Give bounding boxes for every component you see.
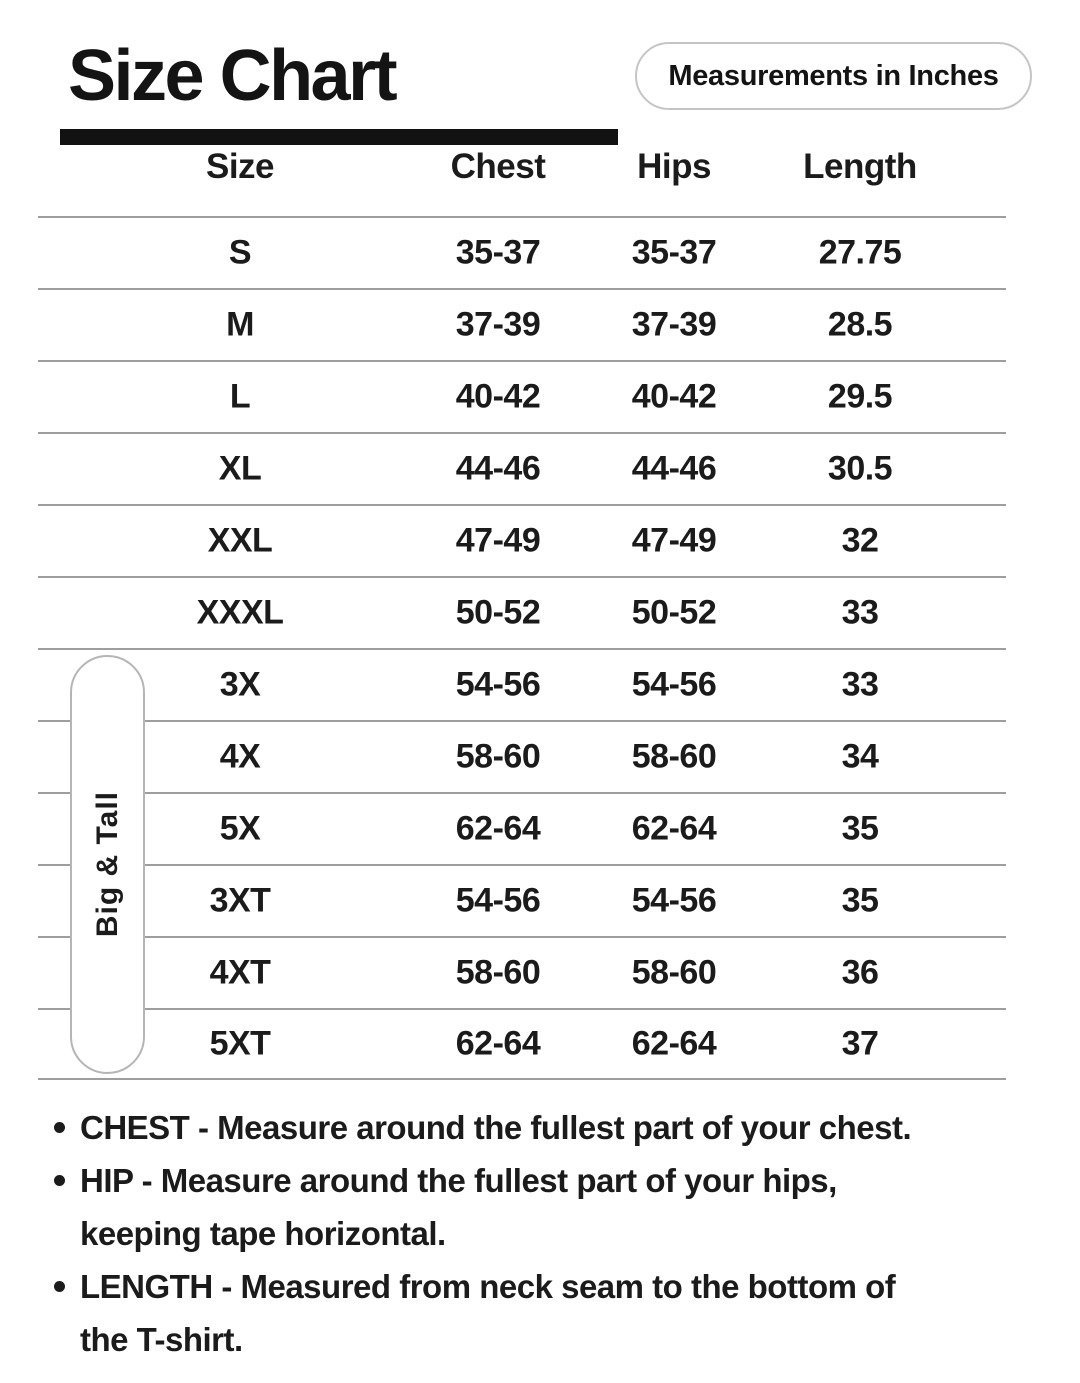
cell-size: S <box>228 233 252 272</box>
list-item: CHEST - Measure around the fullest part … <box>48 1101 1058 1154</box>
cell-hips: 50-52 <box>631 593 717 632</box>
note-hip-line-1: HIP - Measure around the fullest part of… <box>80 1162 837 1199</box>
cell-hips: 54-56 <box>631 665 717 704</box>
cell-hips: 62-64 <box>631 1024 717 1063</box>
note-length-line-2: the T-shirt. <box>80 1321 243 1358</box>
table-row: L 40-42 40-42 29.5 <box>38 360 1006 432</box>
cell-length: 36 <box>841 953 879 992</box>
cell-chest: 47-49 <box>455 521 541 560</box>
page-title: Size Chart <box>68 36 398 116</box>
table-row: M 37-39 37-39 28.5 <box>38 288 1006 360</box>
cell-length: 30.5 <box>827 449 893 488</box>
table-row: XXXL 50-52 50-52 33 <box>38 576 1006 648</box>
cell-size: XL <box>218 449 262 488</box>
measurements-unit-badge: Measurements in Inches <box>635 42 1032 110</box>
cell-hips: 62-64 <box>631 809 717 848</box>
big-and-tall-label: Big & Tall <box>90 791 124 938</box>
big-and-tall-group-capsule: Big & Tall <box>70 655 145 1074</box>
cell-chest: 44-46 <box>455 449 541 488</box>
note-length-line-1: LENGTH - Measured from neck seam to the … <box>80 1268 896 1305</box>
table-row: 5XT 62-64 62-64 37 <box>38 1008 1006 1080</box>
cell-size: 3X <box>219 665 261 704</box>
table-row: 3X 54-56 54-56 33 <box>38 648 1006 720</box>
cell-size: XXL <box>207 521 273 560</box>
cell-length: 29.5 <box>827 377 893 416</box>
cell-hips: 40-42 <box>631 377 717 416</box>
cell-chest: 50-52 <box>455 593 541 632</box>
cell-chest: 58-60 <box>455 953 541 992</box>
bullet-dot <box>54 1175 65 1186</box>
cell-length: 27.75 <box>818 233 902 272</box>
table-row: 3XT 54-56 54-56 35 <box>38 864 1006 936</box>
size-table: Size Chest Hips Length S 35-37 35-37 27.… <box>38 140 1006 1080</box>
title-underline-bar <box>60 129 618 145</box>
cell-length: 35 <box>841 881 879 920</box>
cell-chest: 54-56 <box>455 665 541 704</box>
cell-hips: 58-60 <box>631 953 717 992</box>
cell-size: L <box>229 377 251 416</box>
table-row: S 35-37 35-37 27.75 <box>38 216 1006 288</box>
measurement-notes: CHEST - Measure around the fullest part … <box>48 1101 1058 1366</box>
column-header-length: Length <box>803 147 917 187</box>
cell-chest: 62-64 <box>455 809 541 848</box>
cell-hips: 35-37 <box>631 233 717 272</box>
badge-label: Measurements in Inches <box>668 59 999 92</box>
table-header-row: Size Chest Hips Length <box>38 140 1006 216</box>
note-chest-line-1: CHEST - Measure around the fullest part … <box>80 1109 912 1146</box>
table-row: 4XT 58-60 58-60 36 <box>38 936 1006 1008</box>
cell-hips: 44-46 <box>631 449 717 488</box>
cell-length: 37 <box>841 1024 879 1063</box>
cell-chest: 40-42 <box>455 377 541 416</box>
column-header-hips: Hips <box>637 147 711 187</box>
cell-size: XXXL <box>196 593 284 632</box>
cell-size: 4XT <box>209 953 271 992</box>
cell-hips: 37-39 <box>631 305 717 344</box>
cell-length: 34 <box>841 737 879 776</box>
bullet-dot <box>54 1281 65 1292</box>
cell-hips: 58-60 <box>631 737 717 776</box>
cell-chest: 62-64 <box>455 1024 541 1063</box>
cell-hips: 47-49 <box>631 521 717 560</box>
list-item: HIP - Measure around the fullest part of… <box>48 1154 1058 1260</box>
cell-chest: 37-39 <box>455 305 541 344</box>
table-row: XXL 47-49 47-49 32 <box>38 504 1006 576</box>
cell-size: 5XT <box>209 1024 271 1063</box>
cell-length: 33 <box>841 593 879 632</box>
bullet-dot <box>54 1122 65 1133</box>
cell-size: 5X <box>219 809 261 848</box>
cell-hips: 54-56 <box>631 881 717 920</box>
table-row: 5X 62-64 62-64 35 <box>38 792 1006 864</box>
cell-length: 33 <box>841 665 879 704</box>
table-row: XL 44-46 44-46 30.5 <box>38 432 1006 504</box>
cell-length: 35 <box>841 809 879 848</box>
cell-chest: 35-37 <box>455 233 541 272</box>
cell-length: 32 <box>841 521 879 560</box>
table-row: 4X 58-60 58-60 34 <box>38 720 1006 792</box>
cell-size: 4X <box>219 737 261 776</box>
note-hip-line-2: keeping tape horizontal. <box>80 1215 446 1252</box>
cell-chest: 58-60 <box>455 737 541 776</box>
cell-size: M <box>226 305 254 344</box>
cell-size: 3XT <box>209 881 271 920</box>
column-header-chest: Chest <box>450 147 546 187</box>
list-item: LENGTH - Measured from neck seam to the … <box>48 1260 1058 1366</box>
cell-chest: 54-56 <box>455 881 541 920</box>
column-header-size: Size <box>205 147 275 187</box>
cell-length: 28.5 <box>827 305 893 344</box>
